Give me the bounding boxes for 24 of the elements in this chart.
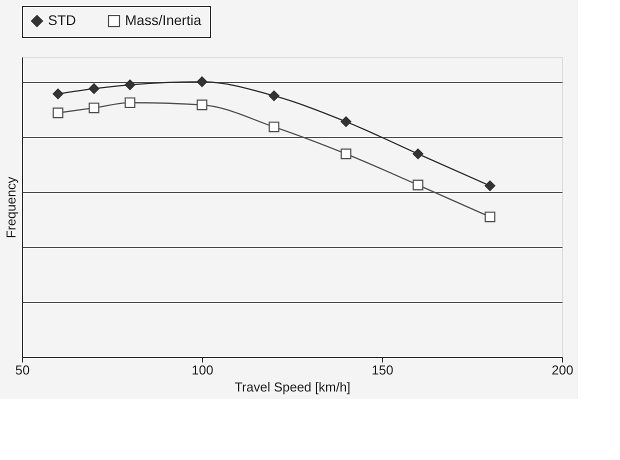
y-axis-title: Frequency xyxy=(4,176,18,238)
x-tick-label: 150 xyxy=(372,362,394,378)
point xyxy=(124,79,136,90)
point xyxy=(412,180,424,190)
x-axis-title: Travel Speed [km/h] xyxy=(234,380,350,394)
point xyxy=(52,88,64,100)
point xyxy=(340,148,352,160)
point xyxy=(196,100,208,110)
point xyxy=(88,83,100,94)
point xyxy=(340,116,352,128)
point xyxy=(268,122,280,132)
x-tick-label: 200 xyxy=(552,362,574,378)
point xyxy=(268,90,280,102)
point xyxy=(196,76,208,88)
point xyxy=(124,97,136,108)
x-tick-label: 50 xyxy=(15,362,30,378)
point xyxy=(484,212,496,222)
point xyxy=(88,102,100,114)
x-tick-label: 100 xyxy=(192,362,214,378)
legend-label: Mass/Inertia xyxy=(125,12,202,28)
legend-label: STD xyxy=(48,12,76,28)
point xyxy=(412,148,424,160)
point xyxy=(52,108,64,118)
point xyxy=(484,180,496,192)
